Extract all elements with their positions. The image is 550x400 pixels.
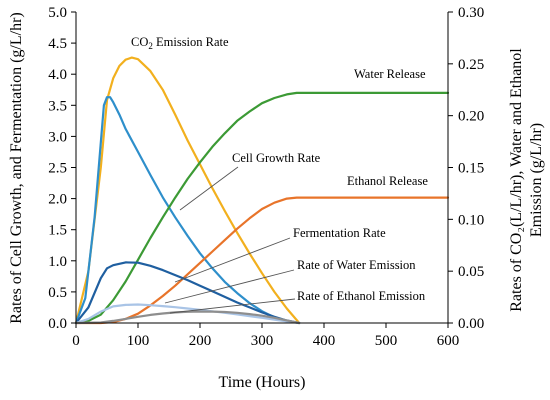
y-tick-label: 0.0 xyxy=(48,316,67,332)
y-tick-label: 3.0 xyxy=(48,129,67,145)
y2-tick-label: 0.10 xyxy=(458,212,484,228)
y2-tick-label: 0.20 xyxy=(458,109,484,125)
ethanol-release-annotation: Ethanol Release xyxy=(347,174,428,188)
x-tick-label: 200 xyxy=(189,333,212,349)
cell-growth-leader xyxy=(179,166,239,211)
series-line-fermentation-rate xyxy=(74,261,301,325)
series-line-water-release xyxy=(74,91,450,325)
cell-growth-annotation: Cell Growth Rate xyxy=(232,151,321,165)
left-y-axis-title: Rates of Cell Growth, and Fermentation (… xyxy=(8,12,25,323)
y2-tick-label: 0.00 xyxy=(458,316,484,332)
y2-tick-label: 0.05 xyxy=(458,264,484,280)
water-emission-annotation: Rate of Water Emission xyxy=(297,258,416,272)
right-y-axis-title-line1: Rates of CO₂(L/L/hr), Water and Ethanol xyxy=(508,48,525,312)
x-tick-label: 100 xyxy=(127,333,150,349)
y-tick-label: 2.5 xyxy=(48,161,67,177)
series-line-cell-growth-rate xyxy=(74,96,301,325)
water-release-annotation: Water Release xyxy=(354,67,426,81)
y-tick-label: 5.0 xyxy=(48,5,67,21)
water-emission-leader xyxy=(164,269,295,304)
x-tick-label: 0 xyxy=(72,333,80,349)
ethanol-emission-annotation: Rate of Ethanol Emission xyxy=(297,289,426,303)
y-tick-label: 1.0 xyxy=(48,254,67,270)
series-line-co-emission-rate xyxy=(74,56,301,325)
y-tick-label: 4.0 xyxy=(48,67,67,83)
series-line-rate-of-water-emission xyxy=(74,303,301,325)
x-tick-label: 300 xyxy=(251,333,274,349)
ethanol-emission-leader xyxy=(169,298,296,314)
y2-tick-label: 0.15 xyxy=(458,161,484,177)
x-tick-label: 500 xyxy=(375,333,398,349)
plot-lines xyxy=(74,56,450,325)
x-axis-title: Time (Hours) xyxy=(219,374,306,391)
series-line-rate-of-ethanol-emission xyxy=(74,310,301,325)
y-tick-label: 2.0 xyxy=(48,192,67,208)
right-y-axis-title-line2: Emission (g/L/hr) xyxy=(528,123,545,237)
fermentation-leader xyxy=(174,237,291,283)
x-tick-label: 600 xyxy=(437,333,460,349)
y-tick-label: 3.5 xyxy=(48,98,67,114)
fermentation-annotation: Fermentation Rate xyxy=(293,226,386,240)
y-tick-label: 0.5 xyxy=(48,285,67,301)
y2-tick-label: 0.25 xyxy=(458,57,484,73)
y-tick-label: 1.5 xyxy=(48,223,67,239)
co2-emission-annotation: CO2 Emission Rate xyxy=(131,35,229,51)
ticks: 0 100 200 300 400 500 600 0.0 0.5 1.0 1.5 2.0 2.5 3.0… xyxy=(48,5,484,349)
x-tick-label: 400 xyxy=(313,333,336,349)
y-tick-label: 4.5 xyxy=(48,36,67,52)
y2-tick-label: 0.30 xyxy=(458,5,484,21)
